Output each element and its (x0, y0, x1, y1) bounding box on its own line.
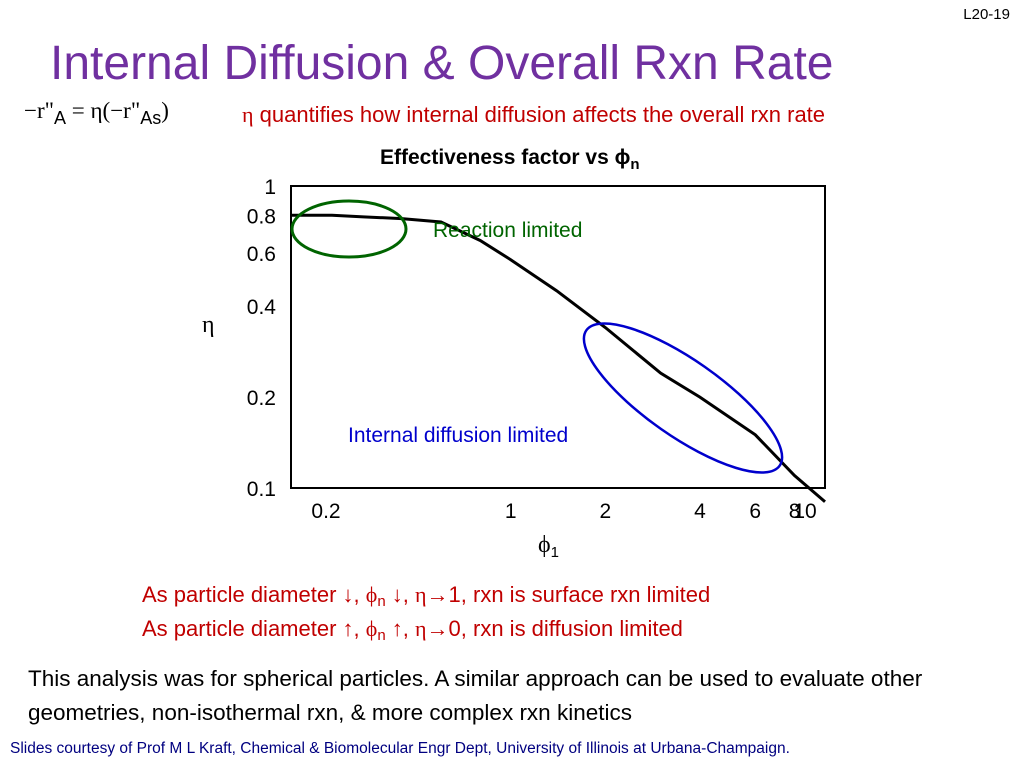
note-text: →1, rxn is surface rxn limited (426, 582, 711, 607)
y-tick-label: 0.2 (247, 387, 276, 410)
x-tick-label: 0.2 (311, 500, 340, 523)
x-tick-label: 4 (694, 500, 706, 523)
y-tick-label: 0.4 (247, 296, 277, 319)
phi-subscript: n (377, 593, 386, 610)
plot-frame (290, 185, 826, 489)
x-axis-label: ϕ1 (538, 532, 559, 561)
phi-symbol: ϕ (365, 616, 378, 641)
y-tick-labels: 1 0.8 0.6 0.4 0.2 0.1 (247, 176, 277, 501)
equation-description-text: quantifies how internal diffusion affect… (253, 102, 826, 127)
y-tick-label: 0.8 (247, 205, 276, 228)
eta-symbol: η (415, 616, 427, 641)
x-tick-label: 8 (789, 500, 801, 523)
effectiveness-curve (291, 213, 826, 503)
equation-lhs: −r" (24, 98, 55, 123)
y-tick-label: 0.1 (247, 478, 276, 501)
note-text: ↓, (385, 582, 416, 607)
analysis-paragraph: This analysis was for spherical particle… (28, 666, 923, 725)
note-text: →0, rxn is diffusion limited (426, 616, 683, 641)
footer-credit: Slides courtesy of Prof M L Kraft, Chemi… (10, 740, 790, 757)
note-text: As particle diameter ↑, (142, 616, 366, 641)
equation-lhs-subscript: A (54, 108, 67, 128)
x-tick-label: 10 (793, 500, 816, 523)
x-tick-label: 6 (749, 500, 761, 523)
note-text: ↑, (385, 616, 416, 641)
note-text: As particle diameter ↓, (142, 582, 366, 607)
slide-number: L20-19 (963, 6, 1010, 23)
equation-rhs-close: ) (161, 98, 169, 123)
note-diameter-increase: As particle diameter ↑, ϕn ↑, η→0, rxn i… (142, 616, 683, 644)
chart-title-subscript: n (630, 156, 640, 173)
diffusion-limited-ellipse (582, 322, 784, 474)
slide-title: Internal Diffusion & Overall Rxn Rate (50, 37, 834, 90)
reaction-limited-label: Reaction limited (433, 219, 582, 242)
diffusion-limited-label: Internal diffusion limited (348, 424, 568, 447)
phi-subscript: n (377, 627, 386, 644)
y-tick-label: 0.6 (247, 243, 276, 266)
y-axis-label: η (202, 312, 215, 338)
x-tick-labels: 0.2 1 2 4 6 810 (311, 500, 816, 523)
equation-description: η quantifies how internal diffusion affe… (242, 102, 825, 128)
rate-equation: −r"A = η(−r"As) (24, 98, 169, 128)
x-axis-subscript: 1 (550, 544, 559, 561)
y-tick-label: 1 (264, 176, 276, 199)
phi-symbol: ϕ (365, 582, 378, 607)
note-diameter-decrease: As particle diameter ↓, ϕn ↓, η→1, rxn i… (142, 582, 711, 610)
chart-title-text: Effectiveness factor vs ϕ (380, 146, 631, 169)
equation-rhs-subscript: As (140, 108, 162, 128)
x-tick-label: 1 (505, 500, 517, 523)
reaction-limited-ellipse (290, 199, 408, 259)
eta-symbol: η (242, 102, 254, 127)
chart-title: Effectiveness factor vs ϕn (380, 146, 640, 173)
x-tick-label: 2 (599, 500, 611, 523)
x-axis-symbol: ϕ (538, 532, 551, 558)
eta-symbol: η (415, 582, 427, 607)
equation-rhs: = η(−r" (71, 98, 141, 123)
